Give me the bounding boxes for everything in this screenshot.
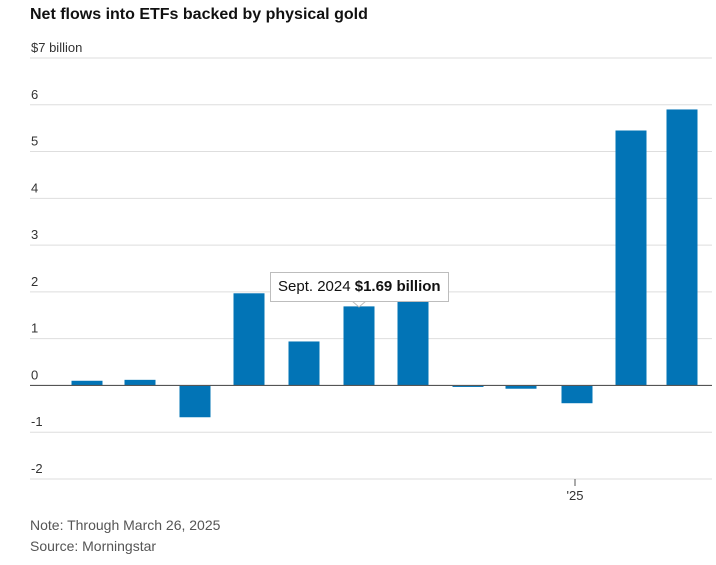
chart-title: Net flows into ETFs backed by physical g… — [30, 6, 368, 23]
x-tick-label: '25 — [567, 488, 584, 503]
bar-nov-2024[interactable] — [452, 385, 484, 387]
bar-oct-2024[interactable] — [397, 295, 429, 386]
chart-note: Note: Through March 26, 2025 — [30, 517, 221, 533]
axis-layer: $7 billion 6 5 4 3 2 1 0 -1 -2 '25 — [30, 40, 712, 503]
bar-may-2024[interactable] — [124, 379, 156, 386]
y-tick-label: 0 — [31, 367, 38, 382]
bar-june-2024[interactable] — [179, 385, 211, 418]
tooltip-month: Sept. 2024 — [278, 278, 351, 295]
bar-dec-2024[interactable] — [505, 385, 537, 389]
bar-layer — [71, 109, 698, 418]
y-tick-label: 2 — [31, 274, 38, 289]
bar-sept-2024[interactable] — [343, 306, 375, 386]
y-tick-label: -2 — [31, 461, 43, 476]
grid-layer — [30, 57, 712, 480]
y-tick-label: 3 — [31, 227, 38, 242]
chart-source: Source: Morningstar — [30, 538, 157, 554]
bar-mar-2025[interactable] — [666, 109, 698, 386]
highlight-tooltip: Sept. 2024 $1.69 billion — [270, 272, 449, 302]
tooltip-value: $1.69 billion — [354, 278, 441, 295]
y-tick-label: -1 — [31, 414, 43, 429]
bar-apr-2024[interactable] — [71, 380, 103, 386]
bar-feb-2025[interactable] — [615, 130, 647, 386]
bar-jan-2025[interactable] — [561, 385, 593, 404]
y-tick-label: 4 — [31, 180, 38, 195]
bar-aug-2024[interactable] — [288, 341, 320, 386]
y-tick-label: 1 — [31, 321, 38, 336]
y-tick-label: $7 billion — [31, 40, 82, 55]
y-tick-label: 6 — [31, 87, 38, 102]
bar-july-2024[interactable] — [233, 293, 265, 386]
y-tick-label: 5 — [31, 134, 38, 149]
